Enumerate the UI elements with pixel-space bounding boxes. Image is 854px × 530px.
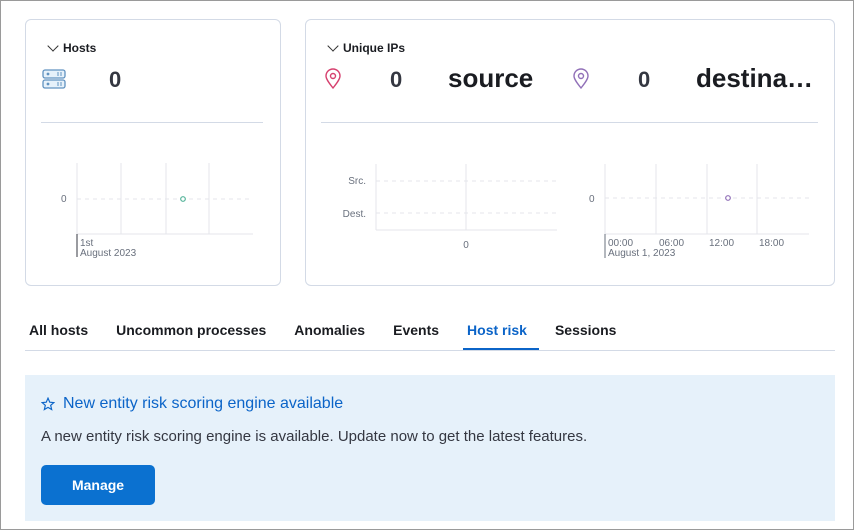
unique-ips-title: Unique IPs: [343, 41, 406, 55]
server-icon: [42, 69, 66, 89]
x-tick: 00:00: [608, 238, 633, 249]
tab-host-risk[interactable]: Host risk: [463, 319, 539, 350]
hosts-card: [25, 19, 281, 286]
manage-button[interactable]: Manage: [41, 465, 155, 505]
x-tick-sub: August 2023: [80, 248, 137, 259]
hosts-title: Hosts: [63, 41, 97, 55]
destination-label: destina…: [696, 63, 814, 93]
hosts-toggle[interactable]: Hosts: [47, 40, 97, 55]
unique-ips-card: [305, 19, 835, 286]
category-label: Src.: [348, 176, 366, 187]
x-tick: 18:00: [759, 238, 784, 249]
star-icon: [41, 397, 55, 411]
tab-sessions[interactable]: Sessions: [554, 322, 617, 338]
tab-bar: All hosts Uncommon processes Anomalies E…: [25, 319, 835, 351]
x-tick-sub: August 1, 2023: [608, 248, 676, 259]
unique-ips-toggle[interactable]: Unique IPs: [327, 40, 406, 55]
tab-all-hosts[interactable]: All hosts: [29, 322, 89, 338]
map-marker-icon: [325, 68, 341, 90]
y-tick: 0: [589, 194, 595, 205]
tab-uncommon-processes[interactable]: Uncommon processes: [116, 322, 267, 338]
y-tick: 0: [61, 194, 67, 205]
hosts-chart: 0 1st August 2023: [61, 163, 253, 259]
map-marker-icon: [573, 68, 589, 90]
callout-title: New entity risk scoring engine available: [41, 395, 343, 413]
callout-body: A new entity risk scoring engine is avai…: [41, 428, 588, 445]
source-label: source: [448, 63, 534, 93]
data-point: [725, 195, 731, 201]
x-tick: 12:00: [709, 238, 734, 249]
risk-engine-callout: [25, 375, 835, 521]
callout-title-text: New entity risk scoring engine available: [63, 395, 344, 412]
chevron-down-icon: [47, 40, 59, 52]
category-label: Dest.: [343, 209, 366, 220]
hosts-count: 0: [109, 67, 122, 92]
x-tick: 06:00: [659, 238, 684, 249]
data-point: [180, 196, 186, 202]
x-tick: 0: [463, 240, 469, 251]
divider: [41, 122, 263, 123]
destination-count: 0: [638, 67, 651, 92]
x-tick: 1st: [80, 238, 94, 249]
source-count: 0: [390, 67, 403, 92]
divider: [321, 122, 818, 123]
tab-anomalies[interactable]: Anomalies: [294, 322, 366, 338]
tab-events[interactable]: Events: [393, 322, 440, 338]
unique-ips-time-chart: 0 00:00 06:00 12:00 18:00 August 1, 2023: [589, 164, 809, 259]
unique-ips-bar-chart: Src. Dest. 0: [343, 164, 557, 251]
chevron-down-icon: [327, 40, 339, 52]
